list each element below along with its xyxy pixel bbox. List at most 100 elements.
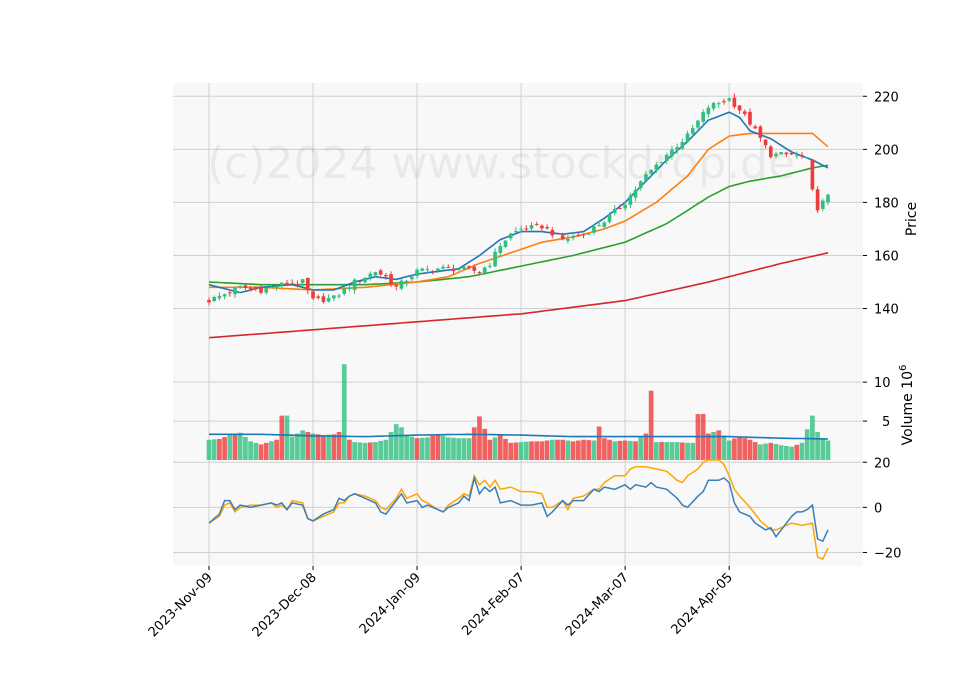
volume-tick-label: 5 [882,415,890,430]
candle-body [389,274,393,285]
volume-bar [799,442,805,460]
candle-body [207,299,211,303]
candle-body [222,294,227,297]
candle-body [701,112,705,122]
candle-body [768,146,773,158]
candle-body [425,269,430,271]
volume-bar [352,442,357,460]
oscillator-tick-label: −20 [874,546,901,561]
candle-body [368,273,373,277]
volume-bar [237,432,243,460]
candle-body [306,278,310,291]
candle-body [581,234,586,236]
candle-body [732,97,737,107]
candle-body [654,164,659,170]
oscillator-tick-label: 20 [874,456,891,471]
osc-blue-line [208,475,829,543]
volume-bar [258,444,264,460]
candle-body [810,159,815,190]
ma-green-line [208,164,829,286]
volume-bar [336,431,342,460]
volume-bar [825,440,831,460]
candle-body [753,126,757,129]
candle-body [742,111,747,114]
volume-bar [419,437,425,460]
candle-body [727,98,731,101]
ma-red-line [208,252,829,339]
candle-body [243,285,248,288]
candle-body [826,194,830,203]
price-tick-label: 180 [874,196,899,211]
candle-body [612,208,617,213]
x-tick-label: 2024-Feb-07 [459,570,528,639]
volume-bar [508,442,514,460]
candle-body [326,297,331,302]
candle-body [685,133,690,142]
volume-bar [716,430,722,460]
candle-body [394,284,399,287]
volume-bar [274,439,279,460]
volume-axis-label: Volume 106 [898,365,916,446]
x-tick-label: 2023-Dec-08 [250,570,320,640]
candle-body [571,236,575,239]
volume-bar [659,442,664,460]
candle-body [784,152,789,155]
volume-bar [222,437,227,460]
candle-body [347,288,352,290]
volume-axis-label-text: Volume 10 [900,371,916,445]
volume-bar [549,439,555,460]
volume-bar [601,438,607,460]
volume-bar [440,435,446,460]
candle-body [716,103,721,105]
volume-bar [497,435,503,460]
candle-body [711,102,716,109]
volume-bar [544,440,550,460]
volume-bar [804,429,810,460]
volume-bar [315,434,321,460]
volume-bar [737,436,742,460]
volume-bar [607,439,612,460]
volume-bar [664,442,670,460]
volume-bar [742,438,748,460]
candle-body [638,181,643,189]
candle-body [404,280,409,283]
candle-body [820,200,825,209]
volume-bar [248,441,253,460]
candle-body [358,281,362,283]
candle-body [311,291,315,299]
candle-body [264,288,269,293]
candle-body [566,238,570,241]
candle-body [378,270,383,275]
candle-body [758,126,763,138]
volume-bar [367,442,373,460]
volume-bar [622,440,628,460]
volume-bar [492,437,498,460]
volume-bar [778,445,784,460]
volume-bar [581,439,586,460]
candle-body [410,276,414,280]
volume-bar [425,437,430,460]
candle-body [477,272,482,274]
candle-body [295,283,300,285]
volume-bar [752,442,758,460]
volume-bar [471,427,477,460]
volume-bar [810,415,815,460]
x-tick-label: 2023-Nov-09 [146,570,216,640]
candle-body [623,204,627,209]
candle-body [555,233,560,235]
candle-body [607,214,612,223]
volume-bar [503,438,508,460]
volume-bar [227,435,233,460]
volume-bar [669,442,675,460]
candle-body [602,222,607,227]
volume-bar [560,439,566,460]
candle-body [680,142,685,149]
volume-bar [758,444,763,460]
volume-bar [269,441,274,460]
candle-body [628,195,633,205]
x-tick-label: 2024-Jan-09 [357,570,424,637]
candle-body [253,286,258,290]
volume-bar [461,438,467,460]
candle-body [274,286,279,288]
